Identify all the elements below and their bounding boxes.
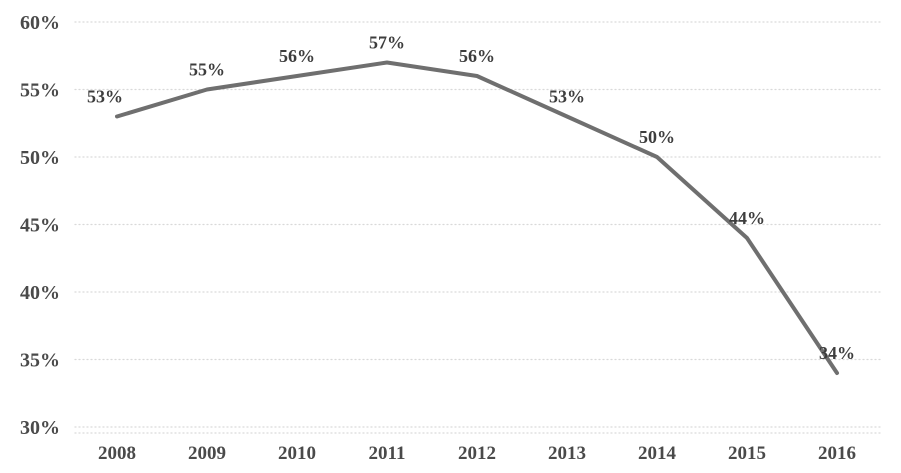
y-axis-tick-label: 50%: [20, 147, 60, 169]
data-point-label: 50%: [639, 127, 675, 147]
y-axis-tick-label: 40%: [20, 282, 60, 304]
y-axis-tick-label: 60%: [20, 12, 60, 34]
x-axis-tick-label: 2011: [369, 443, 406, 464]
data-point-label: 44%: [729, 208, 765, 228]
x-axis-tick-label: 2012: [458, 443, 496, 464]
data-series-line: [115, 60, 839, 375]
x-axis-tick-label: 2010: [278, 443, 316, 464]
y-axis-tick-label: 30%: [20, 417, 60, 439]
x-axis-tick-label: 2008: [98, 443, 136, 464]
y-axis-tick-label: 35%: [20, 350, 60, 372]
data-point-label: 53%: [87, 87, 123, 107]
data-point-label: 34%: [819, 343, 855, 363]
y-axis-tick-label: 45%: [20, 215, 60, 237]
data-point-label: 55%: [189, 60, 225, 80]
data-point-label: 56%: [459, 46, 495, 66]
data-point-label: 56%: [279, 46, 315, 66]
data-point-label: 53%: [549, 87, 585, 107]
data-point-label: 57%: [369, 33, 405, 53]
x-axis-tick-label: 2013: [548, 443, 586, 464]
y-axis-tick-label: 55%: [20, 80, 60, 102]
x-axis-tick-label: 2009: [188, 443, 226, 464]
x-axis-tick-label: 2016: [818, 443, 856, 464]
x-axis-tick-label: 2014: [638, 443, 677, 464]
x-axis-tick-label: 2015: [728, 443, 766, 464]
